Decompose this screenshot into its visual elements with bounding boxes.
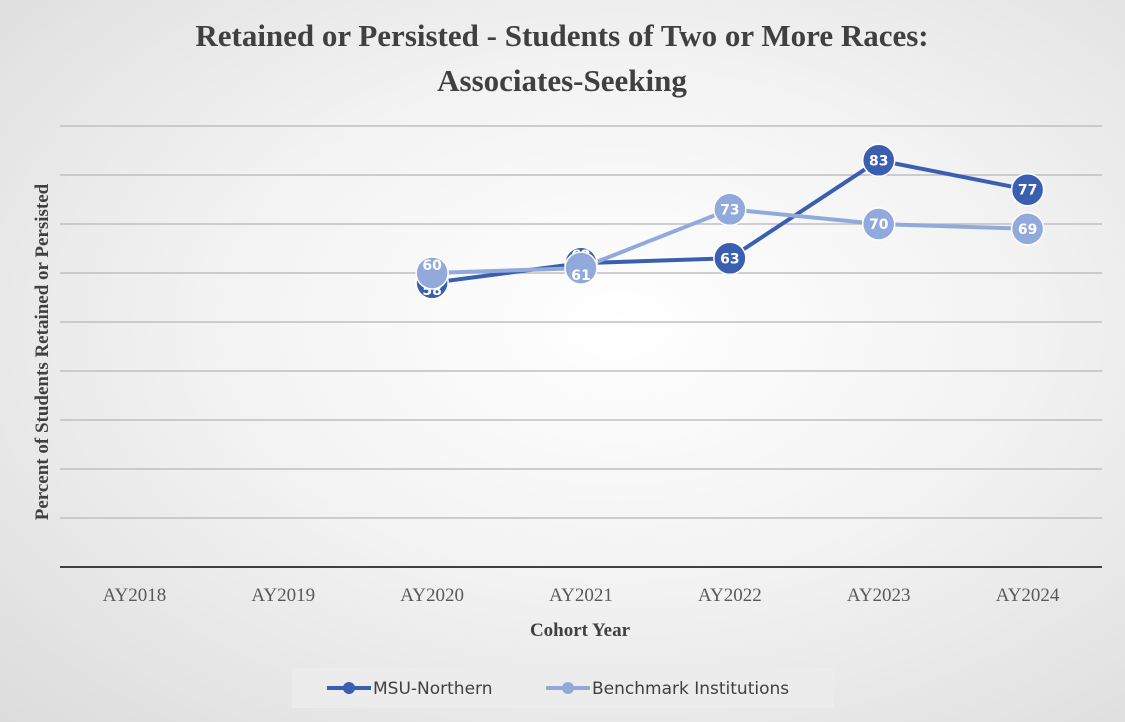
data-point-msu-northern (861, 143, 896, 178)
legend-label-msu-northern: MSU-Northern (373, 679, 493, 699)
data-point-msu-northern (713, 241, 747, 276)
x-tick-label: AY2018 (103, 585, 167, 606)
x-tick-label: AY2023 (847, 585, 911, 606)
x-tick-labels: AY2018 AY2019 AY2020 AY2021 AY2022 AY2023 AY20… (103, 585, 1060, 606)
data-label-benchmark: 73 (720, 202, 739, 218)
x-tick-label: AY2021 (549, 585, 613, 606)
series-markers: 58626383776061737069 (415, 143, 1045, 300)
data-point-benchmark (713, 192, 747, 227)
legend: MSU-Northern Benchmark Institutions (292, 668, 834, 708)
legend-label-benchmark: Benchmark Institutions (592, 679, 789, 699)
x-tick-label: AY2024 (996, 585, 1060, 606)
gridlines (60, 125, 1102, 519)
x-tick-label: AY2020 (400, 585, 464, 606)
data-label-msu-northern: 83 (869, 153, 888, 169)
data-label-msu-northern: 63 (720, 251, 739, 267)
x-axis-title: Cohort Year (530, 620, 631, 641)
x-tick-label: AY2019 (251, 585, 315, 606)
y-axis-title: Percent of Students Retained or Persiste… (32, 183, 53, 520)
chart-title-line-2: Associates-Seeking (437, 63, 687, 98)
data-point-benchmark (1010, 212, 1045, 246)
legend-swatch-marker-msu-northern (343, 682, 355, 694)
legend-swatch-marker-benchmark (562, 682, 574, 694)
series-layer: 58626383776061737069 (415, 143, 1045, 300)
chart-title-line-1: Retained or Persisted - Students of Two … (195, 18, 928, 53)
data-label-benchmark: 70 (869, 217, 889, 233)
data-point-msu-northern (1010, 172, 1045, 207)
data-label-benchmark: 60 (422, 258, 442, 274)
data-label-benchmark: 69 (1018, 222, 1037, 238)
data-point-benchmark (861, 207, 896, 241)
data-point-benchmark (564, 251, 598, 285)
data-point-benchmark (415, 256, 449, 290)
data-label-msu-northern: 77 (1018, 183, 1037, 199)
data-label-benchmark: 61 (571, 268, 590, 284)
x-tick-label: AY2022 (698, 585, 762, 606)
